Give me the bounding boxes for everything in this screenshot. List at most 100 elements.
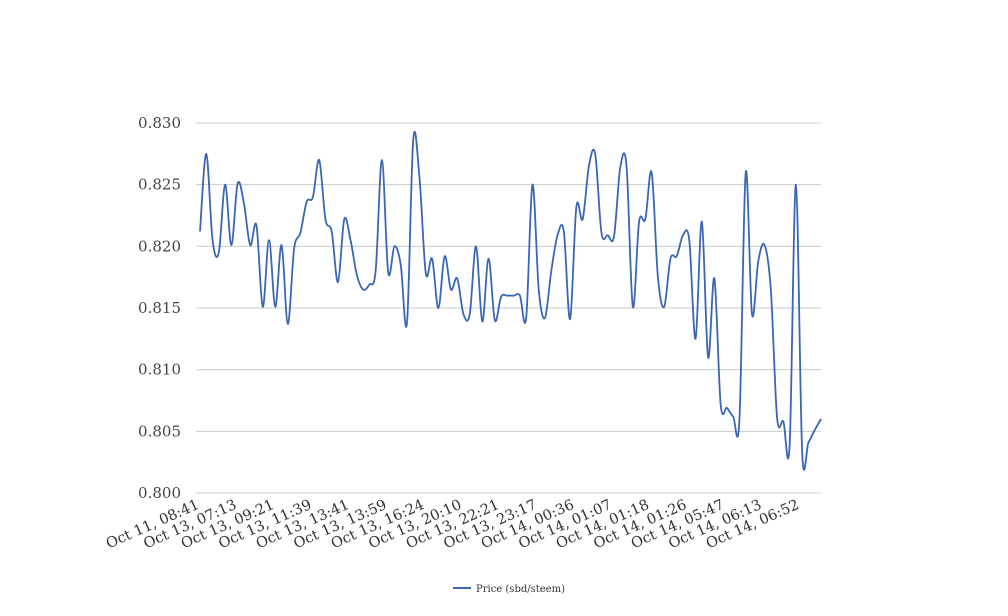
data-point[interactable] xyxy=(242,201,246,205)
data-point[interactable] xyxy=(436,306,440,310)
data-point[interactable] xyxy=(763,243,767,247)
data-point[interactable] xyxy=(612,234,616,238)
data-point[interactable] xyxy=(769,288,773,292)
data-point[interactable] xyxy=(211,238,215,242)
data-point[interactable] xyxy=(574,205,578,209)
data-point[interactable] xyxy=(681,233,685,237)
data-point[interactable] xyxy=(330,230,334,234)
data-point[interactable] xyxy=(342,217,346,221)
data-point[interactable] xyxy=(568,317,572,321)
data-point[interactable] xyxy=(273,305,277,309)
data-point[interactable] xyxy=(298,231,302,235)
data-point[interactable] xyxy=(706,355,710,359)
data-point[interactable] xyxy=(386,270,390,274)
data-point[interactable] xyxy=(530,183,534,187)
data-point[interactable] xyxy=(775,416,779,420)
data-point[interactable] xyxy=(223,183,227,187)
data-point[interactable] xyxy=(694,337,698,341)
data-point[interactable] xyxy=(512,294,516,298)
data-point[interactable] xyxy=(361,288,365,292)
data-point[interactable] xyxy=(493,318,497,322)
data-point[interactable] xyxy=(248,243,252,247)
data-point[interactable] xyxy=(637,220,641,224)
data-point[interactable] xyxy=(593,152,597,156)
data-point[interactable] xyxy=(650,170,654,174)
data-point[interactable] xyxy=(518,294,522,298)
data-point[interactable] xyxy=(599,231,603,235)
data-point[interactable] xyxy=(292,247,296,251)
data-point[interactable] xyxy=(430,257,434,261)
data-point[interactable] xyxy=(317,158,321,162)
data-point[interactable] xyxy=(349,238,353,242)
data-point[interactable] xyxy=(662,305,666,309)
data-point[interactable] xyxy=(549,269,553,273)
data-point[interactable] xyxy=(618,165,622,169)
data-point[interactable] xyxy=(261,305,265,309)
data-point[interactable] xyxy=(744,170,748,174)
data-point[interactable] xyxy=(587,164,591,168)
data-point[interactable] xyxy=(537,288,541,292)
data-point[interactable] xyxy=(367,283,371,287)
data-point[interactable] xyxy=(286,322,290,326)
data-point[interactable] xyxy=(405,321,409,325)
data-point[interactable] xyxy=(455,276,459,280)
data-point[interactable] xyxy=(813,428,817,432)
data-point[interactable] xyxy=(468,312,472,316)
data-point[interactable] xyxy=(336,280,340,284)
data-point[interactable] xyxy=(675,254,679,258)
data-point[interactable] xyxy=(737,417,741,421)
data-point[interactable] xyxy=(700,220,704,224)
data-point[interactable] xyxy=(725,406,729,410)
data-point[interactable] xyxy=(443,254,447,258)
data-point[interactable] xyxy=(392,244,396,248)
data-point[interactable] xyxy=(643,217,647,221)
data-point[interactable] xyxy=(424,271,428,275)
data-point[interactable] xyxy=(687,238,691,242)
data-point[interactable] xyxy=(323,217,327,221)
data-point[interactable] xyxy=(581,217,585,221)
data-point[interactable] xyxy=(355,273,359,277)
data-point[interactable] xyxy=(631,305,635,309)
data-point[interactable] xyxy=(524,316,528,320)
data-point[interactable] xyxy=(204,152,208,156)
data-point[interactable] xyxy=(418,177,422,181)
data-point[interactable] xyxy=(731,415,735,419)
data-point[interactable] xyxy=(556,233,560,237)
data-point[interactable] xyxy=(311,195,315,199)
data-point[interactable] xyxy=(374,269,378,273)
data-point[interactable] xyxy=(254,223,258,227)
data-point[interactable] xyxy=(756,259,760,263)
data-point[interactable] xyxy=(236,181,240,185)
data-point[interactable] xyxy=(267,238,271,242)
data-point[interactable] xyxy=(788,443,792,447)
data-point[interactable] xyxy=(819,417,823,421)
data-point[interactable] xyxy=(794,183,798,187)
data-point[interactable] xyxy=(606,233,610,237)
legend[interactable]: Price (sbd/steem) xyxy=(453,584,565,595)
data-point[interactable] xyxy=(499,295,503,299)
data-point[interactable] xyxy=(487,257,491,261)
data-point[interactable] xyxy=(800,450,804,454)
data-point[interactable] xyxy=(781,419,785,423)
data-point[interactable] xyxy=(229,243,233,247)
data-point[interactable] xyxy=(543,316,547,320)
data-point[interactable] xyxy=(399,263,403,267)
data-point[interactable] xyxy=(712,276,716,280)
data-point[interactable] xyxy=(198,230,202,234)
data-point[interactable] xyxy=(280,243,284,247)
data-point[interactable] xyxy=(474,244,478,248)
data-point[interactable] xyxy=(750,312,754,316)
data-point[interactable] xyxy=(305,200,309,204)
data-point[interactable] xyxy=(625,164,629,168)
data-point[interactable] xyxy=(461,312,465,316)
data-point[interactable] xyxy=(505,294,509,298)
data-point[interactable] xyxy=(411,137,415,141)
data-point[interactable] xyxy=(806,440,810,444)
data-point[interactable] xyxy=(562,230,566,234)
data-point[interactable] xyxy=(656,275,660,279)
data-point[interactable] xyxy=(380,158,384,162)
data-point[interactable] xyxy=(217,251,221,255)
data-point[interactable] xyxy=(480,320,484,324)
data-point[interactable] xyxy=(719,402,723,406)
data-point[interactable] xyxy=(668,257,672,261)
